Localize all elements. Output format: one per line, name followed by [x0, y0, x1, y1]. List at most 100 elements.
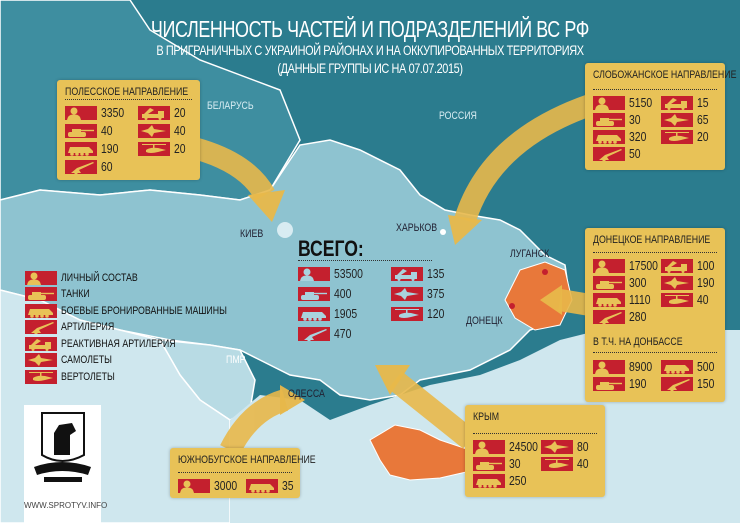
label-kharkov: ХАРЬКОВ	[396, 222, 438, 234]
stat-value: 190	[697, 275, 715, 290]
arrowhead-yuzhnobug	[280, 385, 305, 415]
page-subtitle: В ПРИГРАНИЧНЫХ С УКРАИНОЙ РАЙОНАХ И НА О…	[156, 42, 584, 58]
personnel-icon	[65, 105, 97, 120]
tank-icon	[25, 287, 57, 301]
ifv-icon	[298, 306, 330, 321]
kiev-marker	[277, 222, 293, 238]
helicopter-icon	[138, 141, 170, 156]
stat-value: 30	[629, 112, 641, 127]
mlrs-icon	[661, 95, 693, 110]
stat-plane: 190	[661, 275, 719, 290]
stat-value: 100	[697, 258, 715, 273]
divider	[473, 433, 597, 434]
stat-value: 470	[334, 326, 352, 341]
panel-crimea: КРЫМ 24500 30 250 80 40	[465, 405, 605, 497]
legend-item-mlrs: РЕАКТИВНАЯ АРТИЛЕРИЯ	[25, 336, 204, 351]
arrowhead-slobozhanskoe	[448, 215, 482, 245]
stat-personnel: 8900	[593, 359, 658, 374]
plane-icon	[391, 286, 423, 301]
tank-icon	[473, 456, 505, 471]
kharkov-marker	[440, 229, 446, 235]
legend-item-helicopter: ВЕРТОЛЕТЫ	[25, 369, 128, 384]
stat-value: 3000	[214, 478, 238, 493]
stat-artillery: 50	[593, 146, 643, 161]
lugansk-marker	[542, 269, 548, 275]
stat-value: 120	[427, 306, 445, 321]
stat-helicopter: 20	[138, 141, 188, 156]
stat-value: 20	[174, 105, 186, 120]
stat-ifv: 35	[246, 478, 296, 493]
helicopter-icon	[661, 292, 693, 307]
label-russia: РОССИЯ	[439, 110, 477, 122]
stat-plane: 40	[138, 123, 188, 138]
plane-icon	[138, 123, 170, 138]
stat-mlrs: 20	[138, 105, 188, 120]
panel-title: ЮЖНОБУГСКОЕ НАПРАВЛЕНИЕ	[178, 454, 316, 466]
stat-value: 17500	[629, 258, 658, 273]
stat-value: 60	[101, 159, 113, 174]
artillery-icon	[25, 320, 57, 334]
ifv-icon	[65, 141, 97, 156]
stat-value: 50	[629, 146, 641, 161]
logo[interactable]: WWW.SPROTYV.INFO	[24, 405, 108, 523]
label-donetsk: ДОНЕЦК	[466, 315, 503, 327]
ifv-icon	[25, 303, 57, 318]
ifv-icon	[593, 292, 625, 307]
arrowhead-polesie	[248, 190, 285, 222]
donetsk-marker	[509, 303, 515, 309]
legend-label: АРТИЛЕРИЯ	[61, 321, 115, 333]
plane-icon	[661, 112, 693, 127]
ifv-icon	[246, 478, 278, 493]
mlrs-icon	[661, 258, 693, 273]
stat-value: 190	[629, 376, 647, 391]
stat-ifv: 250	[473, 473, 531, 488]
legend-label: РЕАКТИВНАЯ АРТИЛЕРИЯ	[61, 337, 176, 350]
legend-item-tank: ТАНКИ	[25, 287, 97, 302]
panel-polesie: ПОЛЕССКОЕ НАПРАВЛЕНИЕ 3350 40 190 60 20 40 20	[57, 80, 200, 180]
stat-tank: 30	[473, 456, 523, 471]
stat-mlrs: 135	[391, 266, 449, 281]
legend-label: ТАНКИ	[61, 288, 90, 300]
stat-helicopter: 20	[661, 129, 711, 144]
panel-title: ДОНЕЦКОЕ НАПРАВЛЕНИЕ	[593, 234, 711, 246]
panel-title: СЛОБОЖАНСКОЕ НАПРАВЛЕНИЕ	[593, 69, 737, 81]
divider	[593, 89, 717, 90]
panel-title: КРЫМ	[473, 411, 500, 423]
ifv-icon	[593, 129, 625, 144]
label-odessa: ОДЕССА	[288, 388, 325, 400]
legend-label: ЛИЧНЫЙ СОСТАВ	[61, 271, 138, 284]
stat-ifv: 1110	[593, 292, 656, 307]
stat-value: 40	[174, 123, 186, 138]
stat-value: 3350	[101, 105, 125, 120]
stat-personnel: 17500	[593, 258, 665, 273]
artillery-icon	[65, 159, 97, 174]
stat-helicopter: 120	[391, 306, 449, 321]
logo-url: WWW.SPROTYV.INFO	[24, 501, 108, 510]
page-title: ЧИСЛЕННОСТЬ ЧАСТЕЙ И ПОДРАЗДЕЛЕНИЙ ВС РФ	[150, 16, 590, 42]
legend-item-plane: САМОЛЕТЫ	[25, 353, 125, 368]
stat-value: 280	[629, 309, 647, 324]
personnel-icon	[25, 270, 57, 285]
helicopter-icon	[391, 306, 423, 321]
stat-value: 1110	[629, 292, 651, 307]
stat-personnel: 5150	[593, 95, 658, 110]
ifv-icon	[473, 473, 505, 488]
stat-tank: 190	[593, 376, 651, 391]
stat-value: 40	[101, 123, 113, 138]
helicopter-icon	[25, 369, 57, 384]
stat-value: 135	[427, 266, 445, 281]
stat-value: 8900	[629, 359, 653, 374]
stat-value: 65	[697, 112, 709, 127]
panel-yuzhnobug: ЮЖНОБУГСКОЕ НАПРАВЛЕНИЕ 3000 35	[170, 448, 316, 498]
legend-item-artillery: АРТИЛЕРИЯ	[25, 320, 128, 335]
mlrs-icon	[25, 336, 57, 351]
arrow-yuzhnobug	[220, 389, 289, 456]
legend-item-personnel: ЛИЧНЫЙ СОСТАВ	[25, 270, 157, 285]
divider	[298, 260, 432, 261]
stat-tank: 300	[593, 275, 651, 290]
stat-tank: 40	[65, 123, 115, 138]
artillery-icon	[593, 309, 625, 324]
fist-emblem-icon	[34, 412, 91, 482]
panel-donetsk: ДОНЕЦКОЕ НАПРАВЛЕНИЕ 17500 300 1110 280 100 19…	[585, 228, 725, 402]
tank-icon	[593, 112, 625, 127]
